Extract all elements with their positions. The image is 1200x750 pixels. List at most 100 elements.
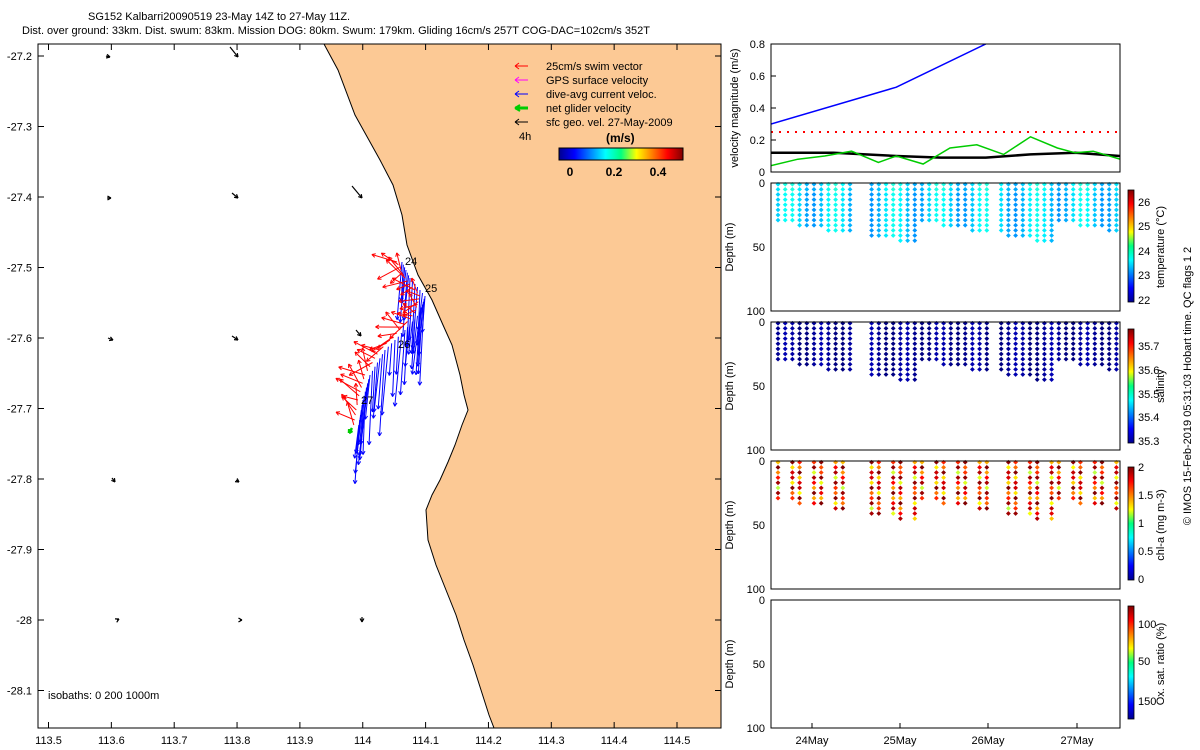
oxygen-dtick-100: 100 [747, 723, 765, 735]
profile-point [876, 331, 882, 336]
swim-arrow-head [382, 284, 387, 289]
profile-point [890, 207, 896, 213]
profile-point [1013, 372, 1019, 377]
swim-arrow [371, 336, 394, 353]
profile-point [1063, 346, 1069, 352]
swim-arrow-head [375, 324, 380, 330]
profile-point [1049, 470, 1055, 475]
profile-point [948, 202, 954, 208]
swim-arrow [398, 298, 420, 302]
net-glider-arrow-head [347, 428, 354, 435]
profile-point [876, 470, 882, 475]
profile-point [890, 222, 896, 228]
profile-point [890, 505, 896, 511]
salinity-clabel: salinity [1155, 369, 1167, 403]
profile-point [869, 490, 875, 496]
profile-point [1092, 197, 1098, 203]
profile-point [1034, 490, 1040, 496]
profile-point [1049, 361, 1055, 367]
profile-point [811, 500, 817, 506]
profile-point [912, 351, 918, 357]
profile-point [955, 475, 961, 481]
profile-point [919, 470, 925, 475]
profile-point [1034, 202, 1040, 208]
swim-arrow-head [377, 275, 382, 280]
profile-point [969, 336, 975, 342]
profile-point [1085, 325, 1091, 331]
profile-point [984, 495, 990, 501]
profile-point [1034, 377, 1040, 383]
map-xtick-label: 113.7 [161, 735, 188, 747]
profile-point [1070, 336, 1076, 342]
swim-arrow-head [353, 383, 359, 388]
profile-point [1092, 192, 1098, 197]
profile-point [840, 495, 846, 501]
profile-point [1077, 212, 1083, 218]
swim-arrow-head [391, 277, 397, 282]
profile-point [804, 356, 810, 362]
profile-point [782, 356, 788, 362]
swim-arrow [408, 293, 418, 308]
profile-point [912, 516, 918, 522]
profile-point [1013, 197, 1019, 203]
profile-point [1063, 341, 1069, 347]
profile-point [1020, 217, 1026, 223]
profile-point [847, 361, 853, 367]
profile-point [775, 217, 781, 223]
geo-velocity-arrow-head [114, 618, 120, 623]
profile-point [948, 197, 954, 203]
profile-point [897, 377, 903, 383]
profile-point [1005, 480, 1011, 486]
profile-point [955, 346, 961, 352]
profile-point [941, 470, 947, 475]
profile-point [933, 480, 939, 486]
profile-point [1013, 346, 1019, 352]
geo-velocity-arrow-head [107, 195, 112, 201]
profile-point [818, 475, 824, 481]
dac-arrow [417, 304, 423, 374]
profile-point [1085, 207, 1091, 213]
profile-point [840, 325, 846, 331]
profile-point [941, 495, 947, 501]
profile-point [1034, 197, 1040, 203]
profile-point [969, 346, 975, 352]
map-legend: 25cm/s swim vector GPS surface velocity … [514, 61, 673, 143]
profile-point [811, 207, 817, 213]
profile-point [825, 351, 831, 357]
profile-point [825, 186, 831, 192]
profile-point [1049, 356, 1055, 362]
dac-arrow-head [356, 460, 362, 466]
profile-point [804, 331, 810, 336]
profile-point [797, 212, 803, 218]
profile-point [869, 475, 875, 481]
profile-point [912, 366, 918, 372]
profile-point [1113, 366, 1119, 372]
profile-point [984, 212, 990, 218]
profile-point [1027, 505, 1033, 511]
profile-point [1099, 222, 1105, 228]
profile-point [1034, 186, 1040, 192]
geo-velocity-arrow-head [358, 193, 363, 199]
profile-point [897, 475, 903, 481]
profile-point [1113, 192, 1119, 197]
profile-point [984, 464, 990, 470]
profile-point [984, 475, 990, 481]
profile-point [897, 372, 903, 377]
swim-arrow [392, 277, 416, 291]
profile-point [1020, 366, 1026, 372]
profile-point [833, 505, 839, 511]
profile-point [905, 331, 911, 336]
profile-point [890, 372, 896, 377]
profile-point [912, 202, 918, 208]
profile-point [926, 186, 932, 192]
profile-point [1041, 238, 1047, 244]
profile-point [818, 356, 824, 362]
profile-point [1034, 227, 1040, 233]
swim-arrow [361, 347, 368, 371]
profile-point [1027, 351, 1033, 357]
profile-point [1034, 207, 1040, 213]
profile-point [962, 356, 968, 362]
profile-point [789, 336, 795, 342]
profile-point [897, 464, 903, 470]
panel-salinity: Depth (m) 0 50 100 35.3 35.4 35.5 35.6 3… [724, 317, 1167, 457]
